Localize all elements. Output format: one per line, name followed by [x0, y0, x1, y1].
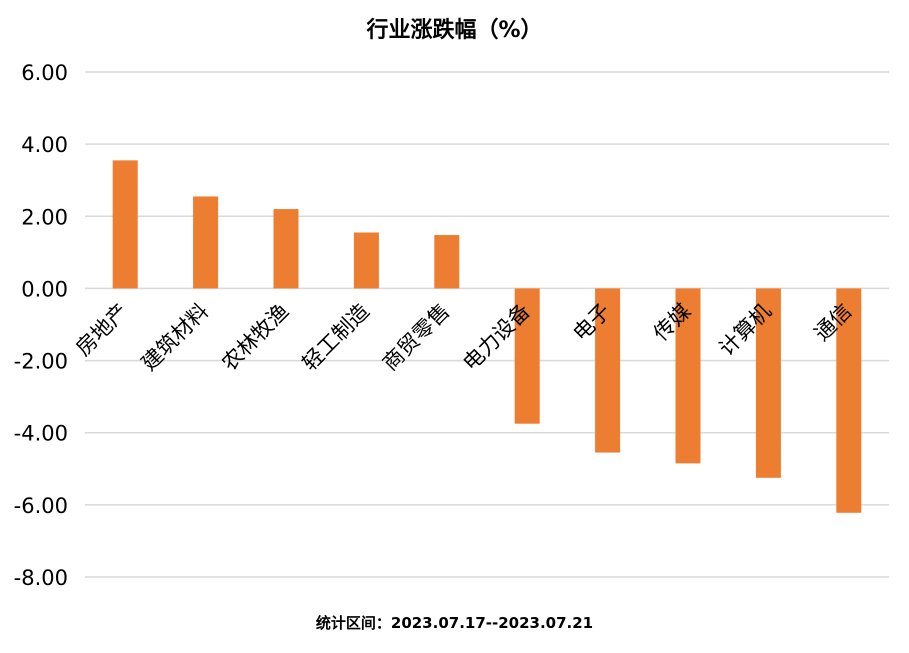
category-label: 房地产 — [71, 299, 133, 361]
y-tick-label: 6.00 — [21, 61, 68, 85]
bar — [514, 288, 540, 424]
bar — [353, 232, 379, 289]
footnote: 统计区间：2023.07.17--2023.07.21 — [315, 614, 594, 632]
bar — [273, 209, 299, 289]
y-tick-label: -8.00 — [14, 566, 68, 590]
y-tick-label: 0.00 — [21, 277, 68, 301]
y-tick-label: -2.00 — [14, 350, 68, 374]
bar — [675, 288, 701, 464]
category-label: 商贸零售 — [378, 299, 454, 375]
bar — [755, 288, 781, 478]
y-tick-label: -6.00 — [14, 494, 68, 518]
y-tick-label: -4.00 — [14, 422, 68, 446]
gridlines — [85, 71, 889, 578]
bars — [112, 160, 862, 513]
y-tick-label: 2.00 — [21, 205, 68, 229]
bar — [112, 160, 138, 289]
category-labels: 房地产 建筑材料 农林牧渔 轻工制造 商贸零售 电力设备 电子 传媒 计算机 通信 — [71, 299, 856, 375]
category-label: 建筑材料 — [137, 299, 213, 375]
y-tick-label: 4.00 — [21, 133, 68, 157]
bar — [595, 288, 621, 453]
bar — [193, 196, 219, 289]
category-label: 农林牧渔 — [217, 299, 293, 375]
chart-title: 行业涨跌幅（%） — [366, 18, 543, 43]
y-axis-ticks: 6.00 4.00 2.00 0.00 -2.00 -4.00 -6.00 -8.00 — [14, 61, 68, 590]
bar — [434, 235, 460, 289]
category-label: 轻工制造 — [298, 299, 374, 375]
bar — [836, 288, 862, 513]
